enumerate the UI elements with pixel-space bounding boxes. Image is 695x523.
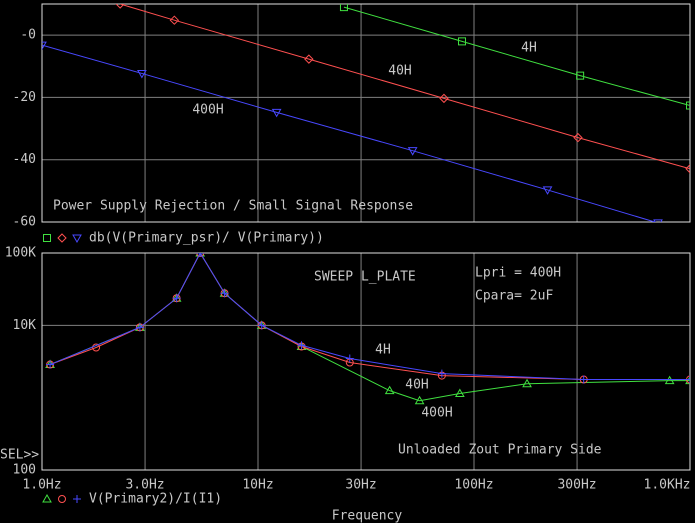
plot-area [45, 253, 690, 405]
marker [685, 375, 690, 385]
series-line [119, 4, 690, 170]
annotation: Unloaded Zout Primary Side [398, 443, 602, 458]
marker [137, 69, 147, 79]
series-line [343, 6, 690, 107]
marker [115, 4, 125, 9]
marker [57, 233, 67, 243]
annotation: SWEEP L_PLATE [314, 270, 416, 285]
marker [42, 41, 47, 51]
x-tick-label: 30Hz [345, 478, 376, 493]
marker [653, 219, 663, 222]
marker [43, 234, 51, 242]
marker [92, 343, 101, 352]
legend-label: db(V(Primary_psr)/ V(Primary)) [89, 231, 324, 246]
x-tick-label: 1.0Hz [22, 478, 61, 493]
marker [172, 294, 181, 303]
marker [73, 495, 81, 503]
y-tick-label: -20 [13, 90, 36, 105]
marker [686, 101, 690, 110]
marker [169, 15, 180, 25]
series-label: 4H [375, 343, 391, 358]
x-tick-label: 10Hz [242, 478, 273, 493]
marker [304, 54, 314, 64]
x-tick-label: 300Hz [557, 478, 596, 493]
marker [220, 289, 229, 298]
marker [664, 375, 675, 385]
marker [271, 108, 282, 118]
series-label: 400H [192, 103, 223, 118]
marker [437, 369, 446, 378]
marker [339, 4, 348, 12]
plot-border [41, 3, 691, 223]
marker [576, 71, 585, 80]
marker [685, 164, 690, 174]
marker [407, 147, 418, 156]
marker [135, 323, 144, 332]
y-tick-label: 10K [13, 318, 37, 333]
marker [579, 375, 588, 384]
series-label: 40H [405, 378, 428, 393]
y-tick-label: -40 [13, 152, 36, 167]
annotation: Lpri = 400H [475, 266, 561, 281]
x-tick-label: 3.0Hz [125, 478, 164, 493]
series-line [42, 44, 657, 222]
marker [72, 234, 82, 244]
marker [297, 341, 306, 350]
chart-title: Power Supply Rejection / Small Signal Re… [53, 199, 413, 214]
marker [458, 37, 467, 46]
marker [454, 388, 465, 398]
marker [257, 321, 266, 330]
y-tick-label: -60 [13, 215, 36, 230]
marker [46, 360, 55, 369]
marker [439, 93, 449, 104]
marker [345, 354, 354, 363]
marker [522, 378, 532, 388]
series-label: 4H [521, 41, 537, 56]
series-label: 40H [388, 64, 411, 79]
plot-border [41, 252, 691, 471]
marker [42, 493, 52, 503]
series-label: 400H [421, 406, 452, 421]
marker [196, 253, 205, 257]
marker [542, 186, 553, 195]
x-tick-label: 100Hz [454, 478, 493, 493]
x-tick-label: 1.0KHz [644, 478, 691, 493]
marker [573, 132, 583, 143]
legend-label: V(Primary2)/I(I1) [89, 492, 222, 507]
marker [686, 375, 690, 384]
marker [414, 395, 425, 405]
annotation: SEL>> [0, 448, 39, 463]
y-tick-label: -0 [20, 28, 36, 43]
y-tick-label: 100 [13, 463, 36, 478]
x-axis-label: Frequency [332, 509, 403, 523]
marker [384, 385, 395, 395]
annotation: Cpara= 2uF [475, 289, 553, 304]
y-tick-label: 100K [5, 246, 36, 261]
plot-area [42, 4, 690, 222]
marker [58, 495, 66, 503]
